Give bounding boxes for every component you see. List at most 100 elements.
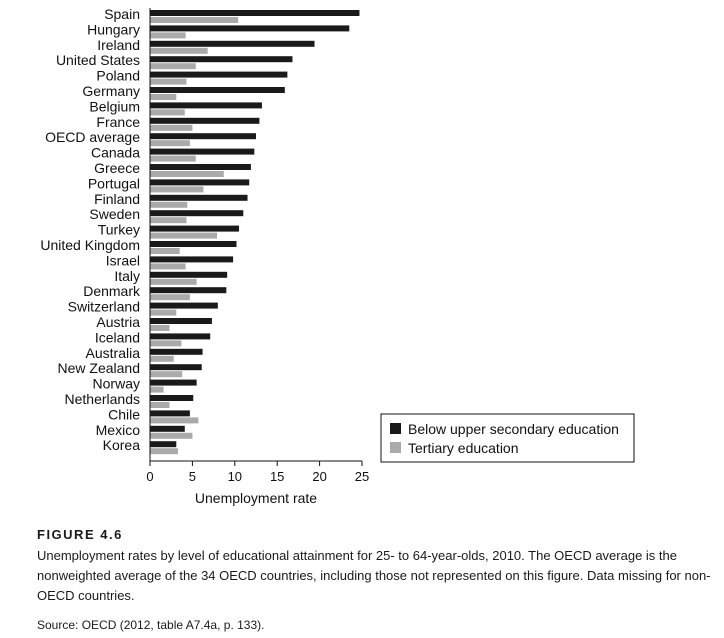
category-label-iceland: Iceland [95, 329, 140, 345]
bar-tertiary-denmark [150, 294, 190, 301]
bar-tertiary-israel [150, 263, 186, 270]
bar-tertiary-united-kingdom [150, 248, 180, 254]
category-label-new-zealand: New Zealand [58, 360, 141, 376]
bar-below-upper-secondary-finland [150, 194, 248, 201]
bar-below-upper-secondary-italy [150, 271, 228, 278]
x-tick-label-25: 25 [355, 469, 369, 484]
legend-swatch-below-upper-secondary [390, 423, 401, 434]
bar-below-upper-secondary-belgium [150, 102, 262, 109]
bar-below-upper-secondary-israel [150, 256, 234, 263]
bar-tertiary-netherlands [150, 402, 170, 408]
category-label-israel: Israel [106, 252, 140, 268]
bar-below-upper-secondary-netherlands [150, 395, 194, 401]
bar-below-upper-secondary-canada [150, 148, 255, 155]
bar-below-upper-secondary-hungary [150, 25, 350, 32]
bar-below-upper-secondary-sweden [150, 210, 244, 217]
bar-below-upper-secondary-iceland [150, 333, 211, 340]
category-label-belgium: Belgium [89, 98, 140, 114]
figure-label: FIGURE 4.6 [37, 527, 123, 542]
bar-below-upper-secondary-australia [150, 348, 203, 355]
category-label-hungary: Hungary [87, 21, 140, 37]
x-tick-label-15: 15 [270, 469, 284, 484]
bar-tertiary-turkey [150, 232, 217, 239]
bar-tertiary-finland [150, 201, 188, 208]
bar-tertiary-norway [150, 386, 164, 393]
category-label-oecd-average: OECD average [45, 129, 140, 145]
x-tick-label-20: 20 [312, 469, 326, 484]
bar-tertiary-oecd-average [150, 140, 190, 147]
bar-tertiary-australia [150, 355, 174, 362]
bar-tertiary-hungary [150, 32, 186, 39]
bar-tertiary-ireland [150, 47, 208, 54]
bar-tertiary-united-states [150, 63, 196, 70]
category-label-france: France [96, 114, 140, 130]
figure-caption: Unemployment rates by level of education… [37, 548, 711, 603]
bar-tertiary-belgium [150, 109, 185, 116]
bar-tertiary-korea [150, 448, 178, 455]
legend-swatch-tertiary [390, 442, 401, 453]
bars [150, 10, 360, 455]
category-label-germany: Germany [82, 83, 140, 99]
category-label-poland: Poland [96, 68, 140, 84]
bar-below-upper-secondary-united-kingdom [150, 241, 237, 247]
category-label-denmark: Denmark [83, 283, 141, 299]
legend-label-below-upper-secondary: Below upper secondary education [408, 421, 619, 437]
bar-below-upper-secondary-turkey [150, 225, 240, 232]
category-label-portugal: Portugal [88, 175, 140, 191]
bar-below-upper-secondary-austria [150, 318, 212, 324]
legend: Below upper secondary education Tertiary… [380, 413, 635, 463]
category-label-united-kingdom: United Kingdom [40, 237, 140, 253]
bar-tertiary-greece [150, 171, 224, 177]
category-label-norway: Norway [93, 376, 140, 392]
bar-below-upper-secondary-switzerland [150, 302, 218, 309]
bar-below-upper-secondary-portugal [150, 179, 250, 186]
category-label-canada: Canada [91, 145, 140, 161]
category-label-switzerland: Switzerland [68, 299, 140, 315]
bar-below-upper-secondary-chile [150, 410, 190, 417]
bar-tertiary-germany [150, 94, 177, 100]
category-label-korea: Korea [103, 437, 141, 453]
bar-below-upper-secondary-greece [150, 164, 251, 170]
bar-below-upper-secondary-mexico [150, 425, 185, 432]
legend-label-tertiary: Tertiary education [408, 440, 519, 456]
bar-tertiary-italy [150, 278, 197, 285]
bar-tertiary-poland [150, 78, 187, 85]
category-label-turkey: Turkey [98, 222, 140, 238]
category-label-austria: Austria [96, 314, 140, 330]
category-label-netherlands: Netherlands [65, 391, 141, 407]
category-label-greece: Greece [94, 160, 140, 176]
bar-tertiary-mexico [150, 432, 193, 439]
bar-below-upper-secondary-denmark [150, 287, 227, 294]
figure-source: Source: OECD (2012, table A7.4a, p. 133)… [37, 618, 265, 632]
category-label-mexico: Mexico [96, 422, 141, 438]
category-label-spain: Spain [104, 6, 140, 22]
bar-tertiary-switzerland [150, 309, 177, 316]
bar-below-upper-secondary-norway [150, 379, 197, 386]
bar-tertiary-sweden [150, 217, 187, 224]
bar-tertiary-austria [150, 325, 170, 331]
legend-frame [380, 413, 635, 463]
bar-below-upper-secondary-oecd-average [150, 133, 256, 140]
bar-tertiary-canada [150, 155, 196, 162]
bar-below-upper-secondary-spain [150, 10, 360, 16]
bar-below-upper-secondary-new-zealand [150, 364, 202, 371]
bar-tertiary-france [150, 124, 193, 131]
category-label-chile: Chile [108, 406, 140, 422]
bar-below-upper-secondary-ireland [150, 40, 315, 47]
category-label-italy: Italy [114, 268, 140, 284]
x-axis-title: Unemployment rate [195, 490, 317, 506]
bar-tertiary-iceland [150, 340, 182, 347]
bar-below-upper-secondary-france [150, 117, 260, 124]
bar-tertiary-chile [150, 417, 199, 424]
bar-below-upper-secondary-united-states [150, 56, 293, 63]
bar-tertiary-portugal [150, 186, 204, 193]
category-label-finland: Finland [94, 191, 140, 207]
category-label-sweden: Sweden [89, 206, 140, 222]
x-tick-label-0: 0 [146, 469, 153, 484]
bar-below-upper-secondary-poland [150, 71, 288, 78]
x-axis-ticks: 0 5 10 15 20 25 [146, 461, 369, 484]
bar-tertiary-spain [150, 17, 239, 23]
category-label-ireland: Ireland [97, 37, 140, 53]
bar-below-upper-secondary-germany [150, 87, 285, 93]
